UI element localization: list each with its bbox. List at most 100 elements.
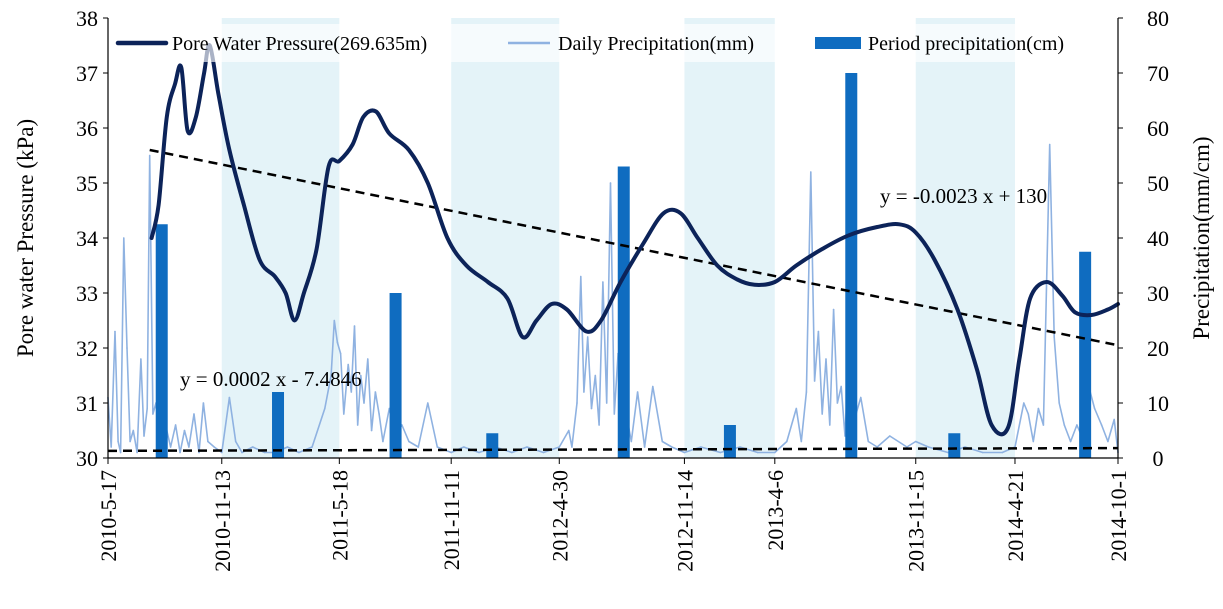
y-right-tick-label-7: 70 — [1147, 61, 1169, 86]
daily-precipitation-point-51 — [366, 358, 369, 360]
daily-precipitation-point-119 — [906, 446, 908, 448]
y-right-tick-label-4: 40 — [1147, 226, 1169, 251]
daily-precipitation-point-75 — [583, 391, 585, 393]
daily-precipitation-point-107 — [825, 358, 827, 360]
daily-precipitation-point-26 — [202, 402, 205, 404]
period-precipitation-bars — [155, 73, 1092, 458]
daily-precipitation-point-132 — [1048, 143, 1051, 146]
legend-label-pore-water-pressure: Pore Water Pressure(269.635m) — [172, 33, 427, 55]
period-precipitation-bar-4 — [617, 166, 630, 458]
y-left-tick-label-0: 30 — [76, 446, 98, 471]
daily-precipitation-point-32 — [241, 451, 243, 454]
daily-precipitation-point-137 — [1076, 424, 1078, 426]
legend: Pore Water Pressure(269.635m) Daily Prec… — [112, 24, 1115, 62]
daily-precipitation-point-87 — [630, 440, 633, 443]
daily-precipitation-point-92 — [670, 446, 673, 448]
y-right-tick-label-3: 30 — [1147, 281, 1169, 306]
legend-label-daily-precipitation: Daily Precipitation(mm) — [558, 33, 754, 55]
daily-precipitation-point-38 — [311, 446, 313, 448]
daily-precipitation-point-19 — [169, 446, 172, 448]
daily-precipitation-point-121 — [927, 446, 930, 448]
daily-precipitation-point-134 — [1058, 402, 1061, 404]
period-precipitation-bar-0 — [155, 224, 168, 458]
daily-precipitation-point-21 — [179, 451, 181, 454]
daily-precipitation-point-67 — [511, 451, 513, 454]
daily-precipitation-point-141 — [1100, 424, 1103, 426]
x-tick-label-3: 2011-11-11 — [439, 470, 464, 570]
daily-precipitation-point-55 — [382, 440, 384, 443]
daily-precipitation-point-9 — [136, 451, 138, 454]
daily-precipitation-point-133 — [1053, 336, 1055, 338]
x-tick-label-4: 2012-4-30 — [547, 470, 572, 562]
daily-precipitation-point-39 — [323, 407, 326, 410]
daily-precipitation-point-5 — [123, 237, 125, 239]
daily-precipitation-point-72 — [571, 446, 573, 448]
shaded-period-3 — [915, 18, 1015, 458]
daily-precipitation-point-45 — [347, 363, 349, 366]
daily-precipitation-point-65 — [478, 451, 480, 454]
daily-precipitation-point-20 — [174, 424, 177, 426]
x-tick-label-0: 2010-5-17 — [96, 470, 121, 562]
daily-precipitation-point-79 — [598, 424, 600, 426]
shaded-period-1 — [451, 18, 560, 458]
daily-precipitation-point-3 — [117, 440, 119, 443]
daily-precipitation-point-128 — [1027, 413, 1030, 415]
y-left-tick-label-1: 31 — [76, 391, 98, 416]
daily-precipitation-point-62 — [436, 446, 439, 448]
shaded-periods — [221, 18, 1015, 458]
daily-precipitation-point-73 — [576, 402, 578, 404]
daily-precipitation-point-129 — [1032, 440, 1035, 443]
tick-labels: 30 31 32 33 34 35 36 37 38 0 10 20 30 40 50 60 70 80 2010-… — [76, 6, 1169, 572]
daily-precipitation-point-2 — [114, 330, 116, 333]
trendline-equation-precipitation: y = 0.0002 x - 7.4846 — [180, 367, 362, 391]
daily-precipitation-point-106 — [821, 413, 824, 415]
daily-precipitation-point-124 — [981, 451, 984, 454]
y-right-tick-label-2: 20 — [1147, 336, 1169, 361]
daily-precipitation-point-89 — [643, 446, 646, 448]
daily-precipitation-point-98 — [774, 451, 776, 454]
daily-precipitation-point-115 — [859, 396, 862, 399]
daily-precipitation-point-48 — [356, 424, 359, 426]
daily-precipitation-point-111 — [840, 385, 842, 388]
daily-precipitation-point-22 — [183, 429, 186, 432]
daily-precipitation-point-117 — [876, 446, 878, 448]
daily-precipitation-point-78 — [594, 374, 597, 377]
daily-precipitation-point-34 — [263, 451, 266, 454]
x-tick-label-9: 2014-10-1 — [1106, 470, 1131, 562]
daily-precipitation-point-1 — [110, 446, 112, 448]
daily-precipitation-point-118 — [889, 435, 891, 437]
x-tick-label-6: 2013-4-6 — [763, 470, 788, 551]
pore-water-pressure-series — [149, 43, 1120, 437]
y-right-tick-label-0: 0 — [1153, 446, 1164, 471]
daily-precipitation-point-83 — [613, 413, 616, 415]
daily-precipitation-point-63 — [450, 451, 452, 454]
daily-precipitation-point-46 — [350, 391, 353, 393]
daily-precipitation-point-14 — [152, 413, 154, 415]
daily-precipitation-point-127 — [1023, 402, 1025, 404]
period-precipitation-bar-2 — [389, 293, 402, 458]
daily-precipitation-point-43 — [339, 352, 342, 355]
daily-precipitation-point-4 — [119, 451, 122, 454]
daily-precipitation-point-24 — [193, 413, 195, 415]
x-tick-label-5: 2012-11-14 — [672, 470, 697, 572]
y-right-tick-label-5: 50 — [1147, 171, 1169, 196]
daily-precipitation-point-94 — [700, 446, 702, 448]
daily-precipitation-point-68 — [526, 446, 528, 448]
daily-precipitation-point-105 — [817, 330, 820, 333]
daily-precipitation-point-101 — [800, 440, 803, 443]
x-tick-label-7: 2013-11-15 — [904, 470, 929, 572]
daily-precipitation-point-82 — [609, 182, 612, 184]
daily-precipitation-point-97 — [756, 451, 759, 454]
daily-precipitation-point-12 — [146, 407, 148, 410]
x-tick-label-1: 2010-11-13 — [210, 470, 235, 572]
daily-precipitation-point-142 — [1107, 440, 1109, 443]
trendline-equation-pore-water-pressure: y = -0.0023 x + 130 — [880, 184, 1047, 208]
daily-precipitation-point-60 — [417, 446, 420, 448]
period-precipitation-bar-1 — [272, 392, 285, 458]
period-precipitation-bar-5 — [723, 425, 736, 458]
daily-precipitation-point-88 — [636, 391, 639, 393]
daily-precipitation-point-27 — [207, 440, 209, 443]
daily-precipitation-point-30 — [228, 396, 231, 399]
trendline-1 — [107, 446, 1119, 453]
